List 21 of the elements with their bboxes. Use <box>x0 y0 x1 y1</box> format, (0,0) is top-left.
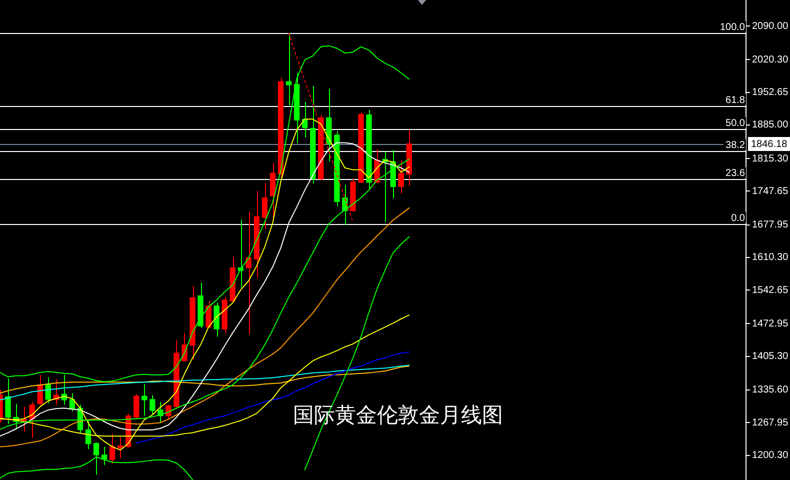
ref-line-label: 1846.18 <box>751 138 788 150</box>
annotation: 38.2 <box>726 140 746 151</box>
y-tick-label: 1952.65 <box>752 87 789 98</box>
y-tick-label: 2020.30 <box>752 54 789 66</box>
y-tick-label: 1472.95 <box>752 318 789 330</box>
y-tick-label: 1200.30 <box>752 450 789 461</box>
y-tick-label: 1335.60 <box>752 384 789 396</box>
y-tick-label: 2090.00 <box>752 20 789 32</box>
annotation: 100.0 <box>720 22 746 33</box>
y-tick-label: 1267.95 <box>752 417 789 428</box>
y-tick-label: 1815.30 <box>752 153 789 164</box>
annotation: 61.8 <box>726 94 746 106</box>
y-tick-label: 1542.65 <box>752 284 789 296</box>
annotation: 0.0 <box>731 212 746 224</box>
annotation: 50.0 <box>726 118 746 129</box>
y-tick-label: 1677.95 <box>752 220 789 231</box>
annotation: 23.6 <box>726 168 746 179</box>
y-tick-label: 1610.30 <box>752 252 789 264</box>
y-tick-label: 1405.30 <box>752 351 789 362</box>
y-tick-label: 1747.65 <box>752 186 789 197</box>
y-tick-label: 1885.00 <box>752 120 789 131</box>
